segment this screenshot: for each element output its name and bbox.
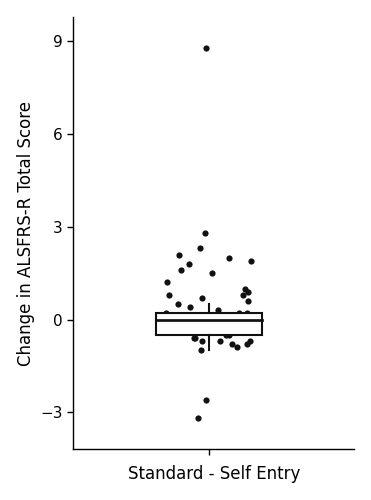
Point — [215, 306, 221, 314]
Point — [199, 294, 205, 302]
Point — [223, 331, 229, 339]
Point — [229, 316, 234, 324]
Point — [202, 229, 208, 237]
X-axis label: Standard - Self Entry: Standard - Self Entry — [128, 466, 300, 483]
Point — [229, 316, 235, 324]
Point — [203, 44, 209, 52]
Point — [173, 322, 179, 330]
Point — [175, 300, 181, 308]
Point — [188, 328, 194, 336]
Point — [248, 257, 254, 265]
Point — [198, 346, 204, 354]
Point — [247, 337, 253, 345]
Point — [244, 340, 250, 348]
Point — [240, 291, 246, 299]
Point — [205, 316, 211, 324]
Point — [200, 337, 206, 345]
Point — [166, 291, 172, 299]
Point — [234, 344, 240, 351]
Point — [176, 250, 182, 258]
Point — [209, 269, 215, 277]
Point — [217, 337, 223, 345]
Point — [164, 278, 170, 286]
Point — [177, 316, 183, 324]
Point — [175, 318, 181, 326]
Point — [203, 396, 209, 404]
Point — [245, 288, 251, 296]
Point — [190, 322, 196, 330]
Point — [245, 297, 251, 305]
Point — [226, 254, 232, 262]
Point — [229, 340, 235, 348]
Point — [233, 328, 239, 336]
Bar — [155, 314, 262, 335]
Point — [187, 303, 193, 311]
Point — [186, 260, 192, 268]
Point — [165, 318, 171, 326]
Point — [197, 244, 203, 252]
Point — [178, 266, 184, 274]
Y-axis label: Change in ALSFRS-R Total Score: Change in ALSFRS-R Total Score — [17, 100, 35, 366]
Point — [210, 312, 216, 320]
Point — [236, 310, 242, 318]
Point — [242, 284, 247, 292]
Point — [244, 310, 250, 318]
Point — [203, 325, 209, 333]
Point — [164, 310, 170, 318]
Point — [192, 334, 198, 342]
Point — [191, 334, 197, 342]
Point — [220, 325, 226, 333]
Point — [226, 331, 232, 339]
Point — [208, 312, 214, 320]
Point — [195, 414, 201, 422]
